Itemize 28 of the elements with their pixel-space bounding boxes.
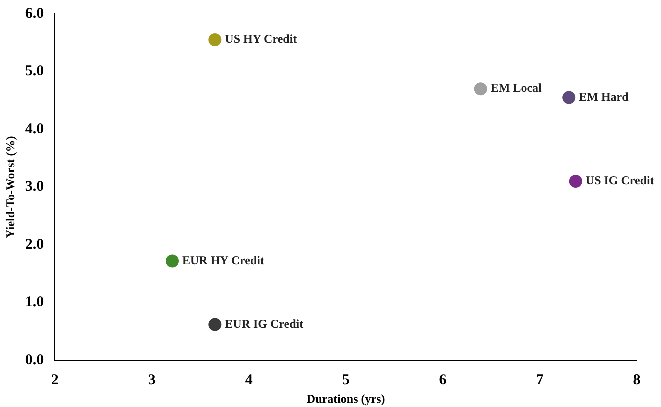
series-label: EUR HY Credit xyxy=(182,253,264,268)
y-tick-label: 1.0 xyxy=(25,294,44,311)
x-tick-label: 6 xyxy=(439,372,448,388)
point xyxy=(166,254,179,268)
x-tick-label: 7 xyxy=(536,372,544,388)
x-tick-label: 8 xyxy=(633,372,641,388)
y-tick-label: 6.0 xyxy=(25,6,44,22)
x-tick-label: 4 xyxy=(245,372,254,388)
x-tick-label: 3 xyxy=(148,372,156,388)
y-tick-label: 4.0 xyxy=(25,121,44,138)
x-tick-label: 2 xyxy=(51,372,59,388)
x-axis-title: Durations (yrs) xyxy=(306,392,386,406)
x-tick-label: 5 xyxy=(342,372,350,388)
y-axis-title: Yield-To-Worst (%) xyxy=(3,136,18,238)
y-tick-label: 0.0 xyxy=(25,352,44,368)
series-label: US HY Credit xyxy=(225,32,298,46)
point xyxy=(569,175,582,188)
series-label: US IG Credit xyxy=(586,174,654,188)
series-label: EM Hard xyxy=(579,90,630,104)
point xyxy=(208,318,222,332)
series-label: EUR IG Credit xyxy=(225,316,304,331)
y-tick-label: 3.0 xyxy=(25,179,44,196)
y-tick-label: 2.0 xyxy=(25,236,44,253)
point xyxy=(474,82,488,96)
series-label: EM Local xyxy=(490,81,543,96)
point xyxy=(562,91,576,104)
y-tick-label: 5.0 xyxy=(25,64,44,80)
point xyxy=(208,33,222,46)
